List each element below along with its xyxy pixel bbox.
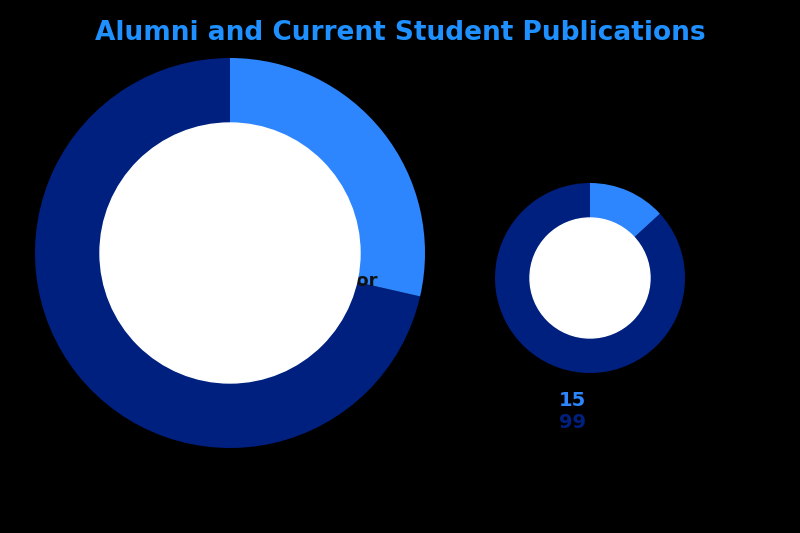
Wedge shape — [35, 58, 420, 448]
Text: 465: 465 — [187, 272, 225, 290]
Text: Total: Total — [228, 299, 283, 317]
Text: 15: 15 — [558, 392, 586, 410]
Text: Alumni: Alumni — [186, 208, 274, 228]
Circle shape — [530, 218, 650, 338]
Wedge shape — [590, 183, 660, 237]
Text: First Author: First Author — [228, 249, 356, 267]
Text: 99: 99 — [558, 414, 586, 432]
Wedge shape — [230, 58, 425, 296]
Text: 651: 651 — [187, 299, 225, 317]
Text: 186: 186 — [187, 249, 225, 267]
Circle shape — [100, 123, 360, 383]
Text: Middle Author: Middle Author — [228, 272, 378, 290]
Wedge shape — [495, 183, 685, 373]
Text: Alumni and Current Student Publications: Alumni and Current Student Publications — [94, 20, 706, 46]
